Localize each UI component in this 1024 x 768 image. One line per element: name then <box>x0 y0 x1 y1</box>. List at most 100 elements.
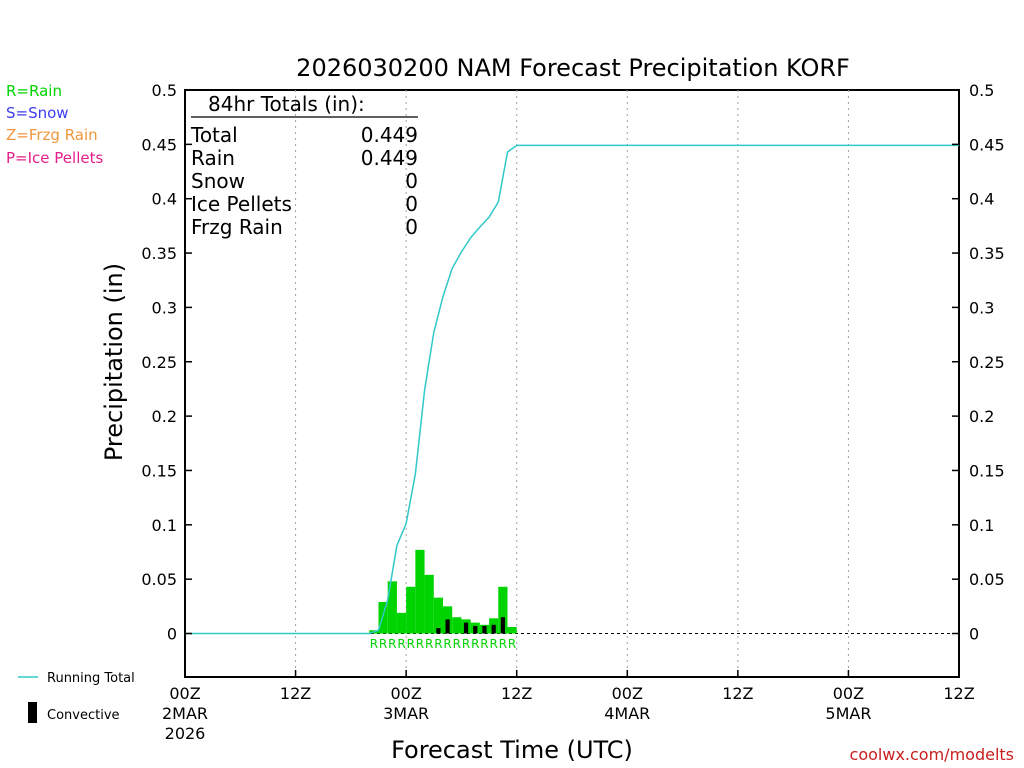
x-tick-label: 2MAR <box>162 704 208 723</box>
legend-convective: Convective <box>47 708 120 723</box>
totals-row-label: Ice Pellets <box>191 192 292 216</box>
ptype-label: R <box>443 637 451 651</box>
precip-bar <box>498 586 508 634</box>
y-tick-label-right: 0.5 <box>969 81 994 100</box>
plot-frame <box>184 89 960 678</box>
y-tick-label-left: 0.3 <box>152 298 177 317</box>
x-axis-label: Forecast Time (UTC) <box>391 736 633 764</box>
ptype-label: R <box>425 637 433 651</box>
precip-bar <box>406 586 416 634</box>
legend-rain: R=Rain <box>6 82 62 100</box>
ptype-label: R <box>388 637 396 651</box>
x-tick-label: 4MAR <box>604 704 650 723</box>
precip-bar <box>433 597 443 634</box>
x-tick-label: 00Z <box>612 684 643 703</box>
y-tick-label-left: 0.1 <box>152 516 177 535</box>
ptype-label: R <box>499 637 507 651</box>
x-tick-label: 5MAR <box>825 704 871 723</box>
totals-header: 84hr Totals (in): <box>208 92 365 116</box>
grid-layer <box>185 90 959 677</box>
totals-rows: Total 0.449 Rain 0.449 Snow 0 Ice Pellets 0 Frzg… <box>190 123 418 239</box>
y-tick-label-left: 0 <box>167 625 177 644</box>
convective-bar <box>436 628 441 634</box>
totals-box: 84hr Totals (in): Total 0.449 Rain 0.449 Sno… <box>190 92 418 239</box>
y-tick-label-right: 0.4 <box>969 190 994 209</box>
x-tick-label: 00Z <box>169 684 200 703</box>
ptype-label: R <box>416 637 424 651</box>
chart-title: 2026030200 NAM Forecast Precipitation KO… <box>296 54 850 82</box>
y-tick-label-left: 0.35 <box>141 244 177 263</box>
bar-layer <box>369 549 517 634</box>
y-tick-label-right: 0.15 <box>969 461 1005 480</box>
precip-bar <box>452 617 462 634</box>
totals-row-value: 0.449 <box>361 123 418 147</box>
y-tick-label-right: 0.1 <box>969 516 994 535</box>
ptype-label: R <box>407 637 415 651</box>
y-tick-label-right: 0.05 <box>969 570 1005 589</box>
legend-snow: S=Snow <box>6 104 69 122</box>
totals-row-value: 0 <box>405 169 418 193</box>
convective-bar <box>500 617 505 634</box>
y-tick-label-right: 0 <box>969 625 979 644</box>
legend-ice-pellets: P=Ice Pellets <box>6 149 103 167</box>
ptype-label: R <box>462 637 470 651</box>
ptype-label: R <box>397 637 405 651</box>
ptype-label: R <box>471 637 479 651</box>
y-tick-layer: 0 00.05 0.050.1 0.10.15 0.150.2 0.20.25 0.250.… <box>141 81 1004 644</box>
x-tick-label: 3MAR <box>383 704 429 723</box>
ptype-label: R <box>370 637 378 651</box>
totals-row-label: Snow <box>191 169 245 193</box>
precip-bar <box>507 626 517 634</box>
precip-bar <box>387 581 397 634</box>
totals-row-label: Rain <box>191 146 235 170</box>
convective-bar <box>491 624 496 634</box>
y-tick-label-left: 0.4 <box>152 190 177 209</box>
y-tick-label-left: 0.05 <box>141 570 177 589</box>
x-tick-label: 12Z <box>943 684 974 703</box>
x-tick-label: 12Z <box>501 684 532 703</box>
precip-bar <box>396 612 407 634</box>
running-total-line <box>185 144 959 635</box>
totals-row-label: Frzg Rain <box>191 215 283 239</box>
ptype-label: R <box>434 637 442 651</box>
y-tick-label-left: 0.25 <box>141 353 177 372</box>
totals-row-value: 0 <box>405 192 418 216</box>
x-tick-label: 00Z <box>390 684 421 703</box>
ptype-label: R <box>480 637 488 651</box>
credit-text: coolwx.com/modelts <box>850 745 1014 764</box>
convective-bar <box>463 622 469 634</box>
ptype-label: R <box>508 637 516 651</box>
x-tick-label: 2026 <box>165 724 206 743</box>
y-tick-label-right: 0.25 <box>969 353 1005 372</box>
y-tick-label-right: 0.35 <box>969 244 1005 263</box>
ptype-label: R <box>453 637 461 651</box>
totals-row-value: 0.449 <box>361 146 418 170</box>
y-tick-label-left: 0.45 <box>141 135 177 154</box>
convective-bar <box>445 619 450 634</box>
totals-row-label: Total <box>190 123 238 147</box>
precip-bar <box>424 574 434 634</box>
precip-bar <box>415 549 425 634</box>
y-axis-label: Precipitation (in) <box>100 263 128 461</box>
ptype-label: R <box>379 637 387 651</box>
totals-row-value: 0 <box>405 215 418 239</box>
ptype-label: R <box>490 637 498 651</box>
y-tick-label-right: 0.3 <box>969 298 994 317</box>
line-layer <box>185 144 959 635</box>
y-tick-label-left: 0.5 <box>152 81 177 100</box>
y-tick-label-right: 0.2 <box>969 407 994 426</box>
x-tick-label: 12Z <box>280 684 311 703</box>
y-tick-label-left: 0.15 <box>141 461 177 480</box>
legend-running-total: Running Total <box>47 671 135 686</box>
y-tick-label-right: 0.45 <box>969 135 1005 154</box>
legend-frzg-rain: Z=Frzg Rain <box>6 126 98 144</box>
x-tick-label: 12Z <box>722 684 753 703</box>
convective-legend-swatch <box>28 702 37 723</box>
x-tick-label: 00Z <box>833 684 864 703</box>
convective-bar <box>473 625 478 634</box>
precip-bar <box>378 601 388 634</box>
convective-bar <box>482 625 487 634</box>
